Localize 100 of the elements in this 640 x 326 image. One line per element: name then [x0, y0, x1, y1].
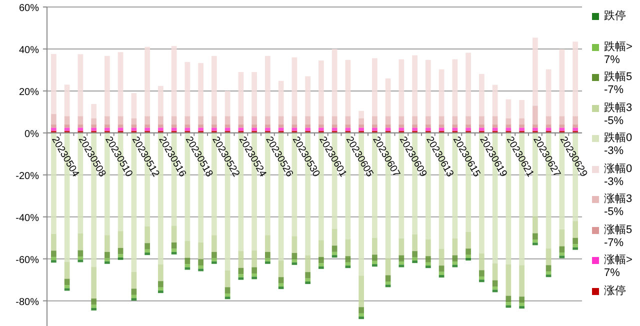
bar: [104, 56, 110, 116]
bar: [506, 99, 512, 118]
bar: [252, 267, 257, 274]
bar: [224, 90, 230, 116]
bar: [158, 281, 164, 288]
bar: [559, 252, 565, 256]
bar: [546, 265, 552, 272]
bar: [265, 235, 270, 252]
bar: [438, 128, 444, 131]
bar: [358, 110, 364, 118]
bar: [51, 234, 56, 251]
bar: [466, 52, 471, 116]
bar: [332, 246, 338, 252]
bar: [438, 116, 444, 125]
bar: [131, 93, 137, 118]
bar: [64, 128, 70, 131]
bar: [572, 238, 578, 244]
bar: [278, 116, 284, 125]
bar: [546, 124, 552, 128]
bar: [224, 296, 230, 300]
bar: [51, 250, 56, 257]
bar: [438, 248, 444, 266]
bar: [292, 116, 298, 125]
bar: [506, 124, 512, 128]
bar: [398, 124, 404, 128]
bar: [466, 248, 471, 255]
bar: [252, 72, 257, 116]
bar: [265, 128, 270, 131]
y-tick-label: 60%: [18, 3, 40, 14]
bar: [385, 116, 391, 125]
bar: [238, 124, 244, 128]
bar: [144, 46, 150, 116]
bar: [118, 52, 124, 116]
bar: [412, 251, 418, 258]
bar: [426, 256, 431, 262]
bar: [452, 262, 458, 265]
bar: [278, 277, 284, 284]
bar: [144, 124, 150, 128]
bar: [438, 275, 444, 278]
bar: [171, 226, 177, 242]
bar: [426, 266, 431, 268]
bar: [372, 116, 378, 125]
bar: [452, 128, 458, 131]
bar: [385, 284, 391, 288]
bar: [318, 128, 324, 131]
bar: [51, 128, 56, 131]
bar: [292, 57, 298, 116]
legend-label: 跌停: [604, 10, 627, 23]
bar: [318, 256, 324, 264]
bar: [345, 116, 351, 125]
bar: [64, 116, 70, 125]
bar: [385, 128, 391, 131]
bar: [332, 128, 338, 131]
bar: [372, 260, 378, 264]
bar: [64, 84, 70, 116]
bar: [91, 124, 96, 128]
bar: [118, 128, 124, 131]
bar: [572, 128, 578, 131]
bar: [144, 226, 150, 244]
bar: [572, 247, 578, 250]
bar: [506, 302, 512, 306]
bar: [492, 263, 498, 280]
bar: [78, 233, 84, 250]
bar: [184, 264, 190, 268]
bar: [318, 266, 324, 269]
bar: [265, 258, 270, 262]
bar: [412, 116, 418, 125]
bar: [158, 264, 164, 282]
bar: [198, 63, 204, 116]
bar: [452, 264, 458, 268]
bar: [64, 262, 70, 279]
bar: [158, 116, 164, 125]
bar: [224, 270, 230, 288]
bar: [171, 124, 177, 128]
y-tick-label: 0%: [24, 128, 40, 140]
bar: [532, 38, 538, 106]
bar: [398, 264, 404, 268]
y-tick-label: -20%: [16, 170, 40, 182]
bar: [479, 270, 484, 276]
bar: [184, 241, 190, 258]
bar: [358, 118, 364, 125]
bar: [265, 261, 270, 264]
bar: [184, 62, 190, 116]
bar: [492, 128, 498, 131]
bar: [64, 288, 70, 291]
bar: [238, 116, 244, 125]
bar: [91, 104, 96, 118]
bar: [184, 128, 190, 131]
bar: [426, 128, 431, 131]
bar: [438, 272, 444, 275]
bar: [278, 283, 284, 287]
bar: [559, 124, 565, 128]
bar: [91, 128, 96, 131]
bar: [305, 255, 310, 272]
bar: [91, 304, 96, 308]
bar: [519, 306, 524, 309]
bar: [51, 54, 56, 114]
bar: [452, 59, 458, 116]
bar: [292, 124, 298, 128]
bar: [131, 118, 137, 125]
